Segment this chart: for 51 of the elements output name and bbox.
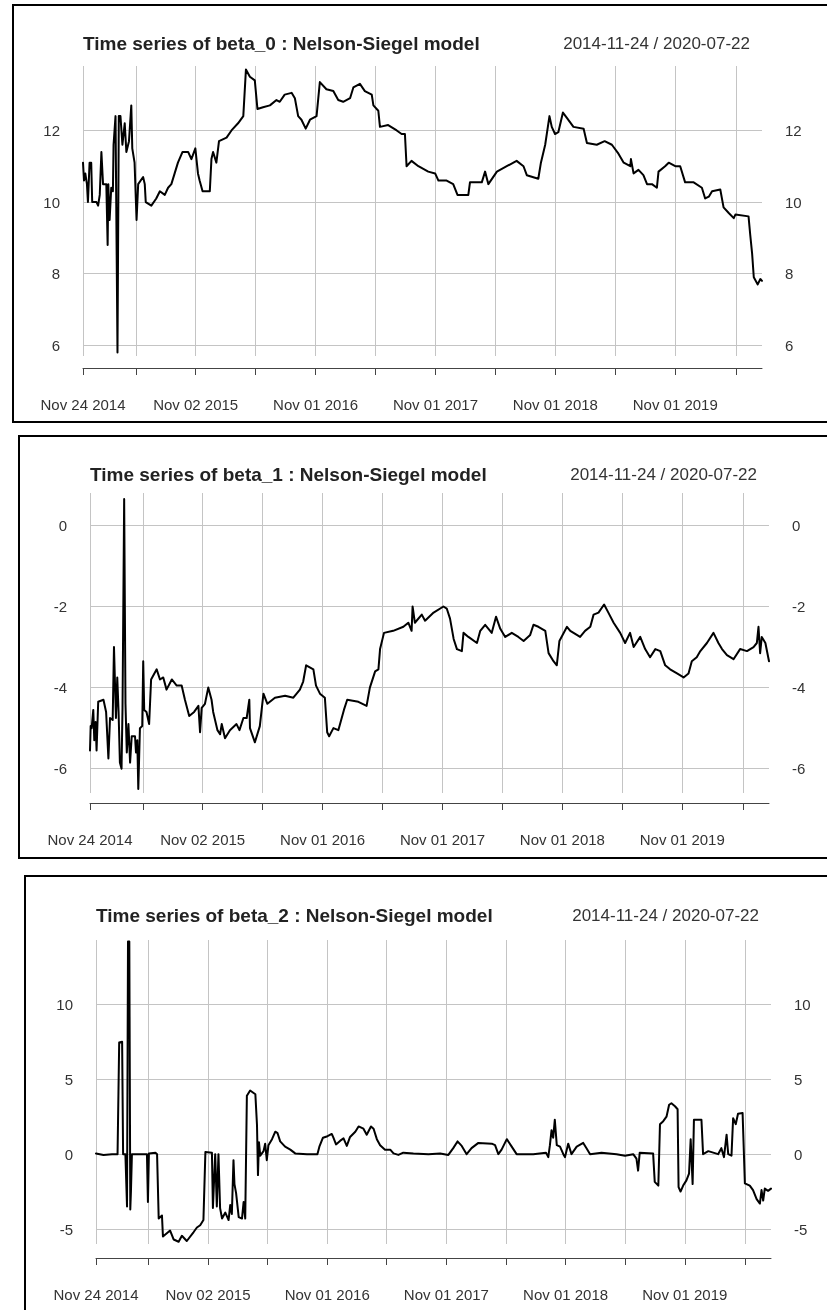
x-tick-label: Nov 01 2017 — [392, 396, 479, 413]
x-tick-label: Nov 02 2015 — [153, 396, 239, 413]
x-tick-label: Nov 01 2019 — [632, 396, 718, 413]
y2-tick-label: -2 — [792, 598, 806, 616]
x-tick-label: Nov 01 2016 — [273, 396, 359, 413]
y-tick-label: 0 — [58, 516, 67, 534]
y-tick-label: 6 — [51, 336, 60, 354]
x-tick-label: Nov 01 2019 — [642, 1286, 728, 1303]
x-tick-label: Nov 01 2019 — [639, 831, 725, 848]
chart-subtitle: 2014-11-24 / 2020-07-22 — [563, 34, 750, 53]
x-tick-label: Nov 24 2014 — [47, 831, 133, 848]
y2-tick-label: 5 — [794, 1070, 803, 1088]
y-tick-label: 12 — [43, 121, 60, 139]
chart-title: Time series of beta_2 : Nelson-Siegel model — [96, 905, 493, 926]
y-tick-label: -6 — [53, 760, 67, 778]
y2-tick-label: 10 — [794, 995, 811, 1013]
chart-title: Time series of beta_1 : Nelson-Siegel model — [90, 464, 487, 485]
x-tick-label: Nov 01 2016 — [280, 831, 366, 848]
chart-subtitle: 2014-11-24 / 2020-07-22 — [572, 906, 759, 925]
y-tick-label: 5 — [64, 1070, 73, 1088]
x-tick-label: Nov 01 2018 — [523, 1286, 609, 1303]
y2-tick-label: 12 — [785, 121, 802, 139]
y-tick-label: -4 — [53, 679, 67, 697]
y2-tick-label: 0 — [792, 516, 801, 534]
line-series — [95, 940, 772, 1243]
x-tick-label: Nov 01 2018 — [519, 831, 605, 848]
y2-tick-label: 10 — [785, 193, 802, 211]
x-tick-label: Nov 01 2016 — [284, 1286, 370, 1303]
y-tick-label: -5 — [59, 1220, 73, 1238]
line-series — [89, 498, 770, 790]
y-tick-label: 10 — [43, 193, 60, 211]
y-tick-label: 0 — [64, 1145, 73, 1163]
x-tick-label: Nov 01 2017 — [399, 831, 486, 848]
y2-tick-label: 0 — [794, 1145, 803, 1163]
x-tick-label: Nov 01 2017 — [403, 1286, 489, 1303]
y2-tick-label: 6 — [785, 336, 794, 354]
x-tick-label: Nov 02 2015 — [160, 831, 246, 848]
y2-tick-label: -5 — [794, 1220, 808, 1238]
chart-title: Time series of beta_0 : Nelson-Siegel model — [83, 33, 480, 54]
y2-tick-label: -4 — [792, 679, 806, 697]
y2-tick-label: -6 — [792, 760, 806, 778]
x-tick-label: Nov 01 2018 — [512, 396, 598, 413]
y-tick-label: 10 — [56, 995, 73, 1013]
y-tick-label: -2 — [53, 598, 67, 616]
x-tick-label: Nov 24 2014 — [53, 1286, 139, 1303]
y-tick-label: 8 — [51, 265, 60, 283]
y2-tick-label: 8 — [785, 265, 794, 283]
line-series — [82, 68, 763, 354]
chart-subtitle: 2014-11-24 / 2020-07-22 — [570, 465, 757, 484]
x-tick-label: Nov 24 2014 — [40, 396, 126, 413]
x-tick-label: Nov 02 2015 — [165, 1286, 251, 1303]
